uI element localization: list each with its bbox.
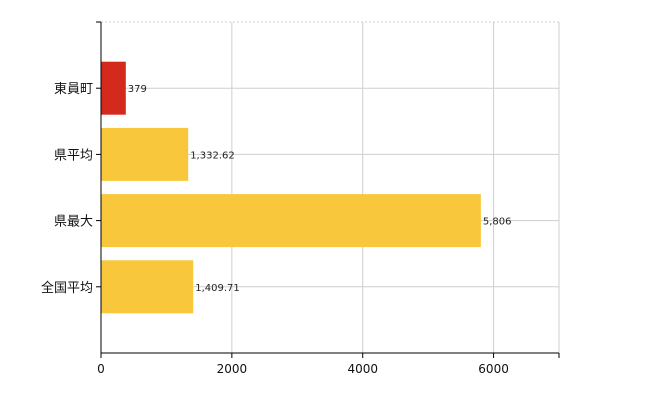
labels: 379 東員町 1,332.62 県平均 5,806 県最大 1,409.71 全国平均 0 20… <box>41 81 512 376</box>
axes <box>96 21 560 358</box>
x-tick-label-4: 6000 <box>478 362 509 376</box>
data-label-3: 5,806 <box>483 217 512 228</box>
bar-3 <box>101 194 481 248</box>
x-tick-label-2: 2000 <box>217 362 248 376</box>
category-label-4: 全国平均 <box>41 280 93 296</box>
bars <box>101 61 481 314</box>
data-label-4: 1,409.71 <box>195 283 240 294</box>
x-tick-label-1: 0 <box>97 362 105 376</box>
bar-1 <box>101 61 126 115</box>
category-label-3: 県最大 <box>54 215 93 230</box>
x-tick-label-3: 4000 <box>347 362 378 376</box>
data-label-1: 379 <box>128 84 147 95</box>
category-label-1: 東員町 <box>54 81 93 97</box>
bar-4 <box>101 260 194 314</box>
data-label-2: 1,332.62 <box>190 150 235 161</box>
bar-2 <box>101 127 189 181</box>
category-label-2: 県平均 <box>54 148 93 163</box>
